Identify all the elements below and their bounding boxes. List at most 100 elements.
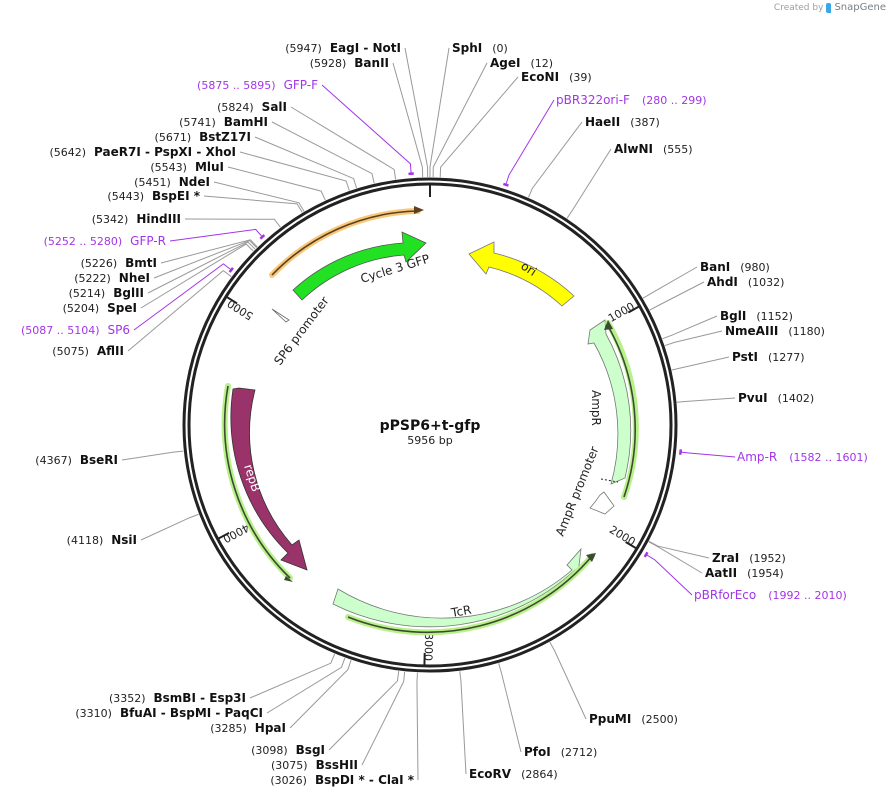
primer-label[interactable]: pBRforEco (1992 .. 2010) [694, 588, 847, 602]
site-connector [184, 218, 281, 228]
restriction-site-label[interactable]: (3026) BspDI * - ClaI * [270, 773, 414, 787]
primer-label[interactable]: (5252 .. 5280) GFP-R [44, 234, 166, 248]
site-connector [289, 659, 352, 729]
restriction-site-label[interactable]: AhdI (1032) [707, 275, 784, 289]
tick-5000 [226, 296, 238, 305]
tick-4000 [218, 531, 230, 540]
feature-cycle3-gfp[interactable] [292, 231, 427, 301]
snapgene-logo-icon [826, 2, 832, 13]
restriction-site-label[interactable]: AlwNI (555) [614, 142, 693, 156]
site-connector [266, 657, 346, 714]
restriction-site-label[interactable]: (5342) HindIII [92, 212, 181, 226]
feature-sp6-promoter[interactable] [271, 308, 290, 323]
site-connector [328, 670, 400, 751]
primer-connector [169, 228, 264, 242]
restriction-site-label[interactable]: (5671) BstZ17I [155, 130, 251, 144]
primer-label[interactable]: pBR322ori-F (280 .. 299) [556, 93, 707, 107]
restriction-site-label[interactable]: (5204) SpeI [63, 301, 137, 315]
site-connector [121, 450, 184, 461]
primer-binding-mark[interactable] [259, 234, 266, 240]
restriction-site-label[interactable]: PpuMI (2500) [589, 712, 678, 726]
site-connector [416, 672, 419, 781]
restriction-site-label[interactable]: (5824) SalI [217, 100, 287, 114]
restriction-site-label[interactable]: (4367) BseRI [35, 453, 118, 467]
tick-label-3000: 3000 [422, 633, 436, 661]
site-connector [227, 166, 326, 201]
restriction-site-label[interactable]: (3285) HpaI [210, 721, 286, 735]
restriction-site-label[interactable]: (5451) NdeI [134, 175, 210, 189]
restriction-site-label[interactable]: (5226) BmtI [81, 256, 157, 270]
primer-connector [505, 99, 555, 186]
tick-2000 [625, 541, 637, 550]
restriction-site-label[interactable]: (4118) NsiI [67, 533, 137, 547]
label-connector-lines [121, 47, 736, 781]
site-connector [459, 671, 467, 775]
feature-label-tcr: TcR [449, 603, 472, 620]
site-connector [439, 76, 519, 178]
restriction-site-label[interactable]: (3352) BsmBI - Esp3I [109, 691, 246, 705]
feature-ori[interactable] [468, 241, 575, 307]
restriction-site-label[interactable]: BanI (980) [700, 260, 770, 274]
primer-binding-mark[interactable] [502, 182, 509, 187]
primer-binding-mark[interactable] [643, 551, 649, 558]
site-connector [648, 540, 710, 559]
restriction-site-label[interactable]: (5075) AflII [52, 344, 124, 358]
site-connector [290, 106, 397, 180]
primer-connector [321, 84, 412, 175]
site-connector [671, 356, 730, 371]
restriction-site-label[interactable]: (5222) NheI [74, 271, 150, 285]
restriction-site-label[interactable]: SphI (0) [452, 41, 508, 55]
restriction-site-label[interactable]: (5947) EagI - NotI [285, 41, 401, 55]
site-connector [361, 671, 406, 766]
restriction-site-label[interactable]: PfoI (2712) [524, 745, 597, 759]
site-connector [160, 239, 258, 264]
primer-binding-mark[interactable] [679, 449, 683, 455]
restriction-site-label[interactable]: (5928) BanII [310, 56, 389, 70]
restriction-site-label[interactable]: EcoNI (39) [521, 70, 592, 84]
restriction-site-label[interactable]: (3075) BssHII [271, 758, 358, 772]
site-connector [392, 62, 424, 178]
restriction-site-label[interactable]: (5214) BglII [69, 286, 144, 300]
site-connector [213, 181, 305, 212]
site-connector [566, 148, 612, 219]
tick-label-5000: 5000 [225, 297, 256, 323]
restriction-site-label[interactable]: EcoRV (2864) [469, 767, 558, 781]
restriction-site-label[interactable]: (3310) BfuAI - BspMI - PaqCI [75, 706, 263, 720]
primer-binding-mark[interactable] [228, 267, 234, 273]
restriction-site-label[interactable]: PvuI (1402) [738, 391, 814, 405]
primer-label[interactable]: (5087 .. 5104) SP6 [21, 323, 130, 337]
restriction-site-label[interactable]: PstI (1277) [732, 350, 805, 364]
restriction-site-label[interactable]: AgeI (12) [490, 56, 553, 70]
restriction-site-label[interactable]: (5543) MluI [150, 160, 224, 174]
restriction-site-label[interactable]: (5443) BspEI * [107, 189, 200, 203]
plasmid-length: 5956 bp [407, 434, 452, 447]
site-connector [147, 241, 256, 294]
primer-connector [645, 553, 693, 596]
backbone [182, 177, 678, 673]
restriction-site-label[interactable]: AatII (1954) [705, 566, 784, 580]
restriction-site-label[interactable]: (3098) BsgI [251, 743, 325, 757]
restriction-site-label[interactable]: BglI (1152) [720, 309, 793, 323]
labels: SphI (0)AgeI (12)EcoNI (39) HaeII (387) AlwNI(… [21, 41, 868, 787]
feature-tcr[interactable] [332, 547, 582, 628]
site-connector [676, 397, 736, 403]
primer-label[interactable]: (5875 .. 5895) GFP-F [197, 78, 318, 92]
restriction-site-label[interactable]: (5741) BamHI [179, 115, 268, 129]
feature-label-ampr-promoter: AmpR promoter [553, 444, 602, 538]
feature-repb[interactable] [230, 387, 308, 571]
primer-connector [679, 451, 736, 458]
feature-ampr[interactable] [587, 319, 632, 485]
site-connector [249, 653, 336, 699]
site-connector [642, 266, 698, 299]
restriction-site-label[interactable]: (5642) PaeR7I - PspXI - XhoI [49, 145, 236, 159]
site-connector [404, 47, 429, 178]
site-connector [549, 641, 587, 720]
restriction-site-label[interactable]: HaeII (387) [585, 115, 660, 129]
primer-label[interactable]: Amp-R (1582 .. 1601) [737, 450, 868, 464]
restriction-site-label[interactable]: ZraI (1952) [712, 551, 786, 565]
site-connector [203, 195, 303, 213]
restriction-site-label[interactable]: NmeAIII (1180) [725, 324, 825, 338]
site-connector [140, 243, 254, 309]
feature-ampr-promoter[interactable] [589, 491, 615, 515]
